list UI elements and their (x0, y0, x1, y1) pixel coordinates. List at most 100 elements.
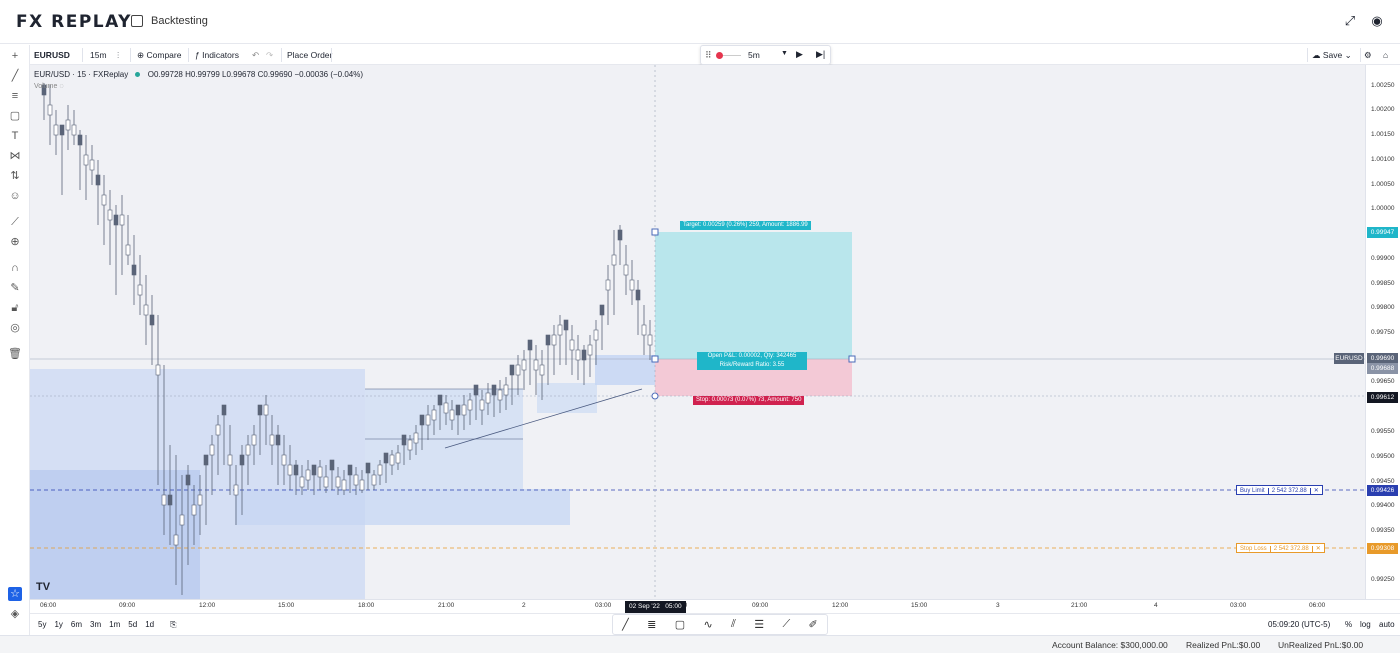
candle-body (197, 494, 203, 506)
entry-handle[interactable] (651, 355, 659, 363)
parallel-channel-icon[interactable]: ⫽ (731, 618, 736, 630)
volume-indicator[interactable]: Volume ◌ (34, 83, 63, 90)
brush-icon[interactable]: ⟋ (782, 618, 791, 630)
range-6m[interactable]: 6m (70, 620, 83, 629)
candle-body (263, 404, 269, 416)
compare-button[interactable]: ⊕ Compare (137, 45, 181, 65)
trendline-icon[interactable]: ╱ (622, 619, 629, 631)
layers-icon[interactable]: ◈ (10, 608, 20, 620)
trash-icon[interactable]: 🗑︎ (8, 348, 22, 360)
time-tick: 4 (1154, 602, 1158, 609)
time-tick: 21:00 (438, 602, 455, 609)
range-1m[interactable]: 1m (109, 620, 121, 629)
place-order-button[interactable]: Place Order (287, 50, 333, 60)
fx-replay-logo[interactable]: FX REPLAY (16, 12, 132, 32)
target-label[interactable]: Target: 0.00259 (0.26%) 259, Amount: 188… (680, 221, 811, 230)
candle-body (413, 432, 419, 444)
trendline-icon[interactable]: ╱ (11, 70, 19, 82)
save-button[interactable]: ☁ Save ⌄ (1312, 45, 1352, 65)
plus-circle-icon: ⊕ (137, 50, 145, 60)
target-zone[interactable] (655, 232, 852, 359)
magnet-icon[interactable]: ∩ (11, 262, 19, 274)
buy-limit-order[interactable]: Buy Limit 2 542 372.88 ✕ (1236, 485, 1323, 495)
interval-selector[interactable]: 15m (90, 50, 107, 60)
path-icon[interactable]: ∿ (703, 619, 713, 631)
range-5d[interactable]: 5d (128, 620, 138, 629)
price-tick: 1.00100 (1371, 156, 1395, 163)
position-icon[interactable]: ⇅ (10, 170, 20, 182)
ruler-icon[interactable]: ⟋ (11, 216, 19, 228)
stop-loss-order[interactable]: Stop Loss 2 542 372.88 ✕ (1236, 543, 1325, 553)
replay-progress-track (723, 55, 741, 56)
clock-label[interactable]: 05:09:20 (UTC-5) (1268, 620, 1331, 629)
star-icon[interactable]: ☆ (8, 587, 22, 601)
drag-handle-icon[interactable]: ⠿ (705, 50, 712, 60)
target-handle[interactable] (651, 228, 659, 236)
price-axis[interactable]: 1.00250 1.00200 1.00150 1.00100 1.00050 1.000… (1334, 65, 1400, 599)
range-5y[interactable]: 5y (38, 620, 47, 629)
chart-pane[interactable]: TV EUR/USD · 15 · FXReplay O0.99728 H0.9… (30, 65, 1365, 599)
close-icon[interactable]: ✕ (1309, 488, 1322, 494)
candle-type-icon[interactable]: ⫶ (117, 50, 120, 60)
replay-speed-select[interactable]: 5m (748, 50, 760, 60)
emoji-icon[interactable]: ☺ (9, 190, 21, 202)
legend-title[interactable]: EUR/USD · 15 · FXReplay (34, 70, 129, 79)
eye-hidden-icon[interactable]: ◌ (59, 83, 64, 90)
text-icon[interactable]: T (11, 130, 19, 142)
fib-icon[interactable]: ≣ (647, 619, 657, 631)
settings-gear-icon[interactable]: ⚙ (1364, 50, 1372, 60)
open-pnl-label[interactable]: Open P&L: 0.00002, Qty: 342465 Risk/Rewa… (697, 352, 807, 370)
camera-icon[interactable]: ⌂ (1383, 50, 1389, 60)
unrealized-pnl: UnRealized PnL:$0.00 (1278, 640, 1364, 650)
zone-lower[interactable] (235, 489, 570, 525)
account-icon[interactable]: ◉ (1371, 13, 1383, 28)
log-toggle[interactable]: log (1360, 620, 1371, 629)
percent-toggle[interactable]: % (1345, 620, 1353, 629)
price-chart[interactable]: TV (30, 65, 1365, 599)
step-forward-icon[interactable]: ▶| (816, 49, 826, 59)
zone-small[interactable] (537, 383, 597, 413)
chevron-down-icon[interactable]: ▼ (781, 50, 788, 57)
bottom-toolbar: 5y 1y 6m 3m 1m 5d 1d ⎘ ╱ ≣ ▢ ∿ ⫽ ☰ ⟋ ✐ 0… (30, 613, 1400, 635)
price-tick: 1.00000 (1371, 205, 1395, 212)
eye-icon[interactable]: ◎ (10, 322, 20, 334)
fib-extension-icon[interactable]: ☰ (754, 619, 765, 631)
range-1y[interactable]: 1y (54, 620, 63, 629)
play-icon[interactable]: ▶ (796, 49, 803, 59)
close-icon[interactable]: ✕ (1311, 546, 1324, 552)
replay-position-dot[interactable] (716, 52, 723, 59)
symbol-search[interactable]: EURUSD (34, 50, 70, 60)
time-axis[interactable]: 06:0009:0012:0015:0018:0021:00203:000009… (30, 599, 1400, 613)
range-1d[interactable]: 1d (145, 620, 155, 629)
trendline[interactable] (444, 388, 643, 449)
width-handle[interactable] (848, 355, 856, 363)
undo-icon[interactable]: ↶ (252, 50, 260, 60)
fib-icon[interactable]: ≡ (11, 90, 19, 102)
indicators-button[interactable]: ƒ Indicators (195, 45, 239, 65)
lock-icon[interactable]: 🔓︎ (11, 302, 19, 314)
date-range-icon[interactable]: ⎘ (170, 620, 177, 629)
cloud-icon: ☁ (1312, 50, 1321, 60)
candle-body (257, 404, 263, 416)
fullscreen-icon[interactable]: ⤢ (1344, 13, 1356, 28)
zoom-icon[interactable]: ⊕ (10, 236, 20, 248)
range-3m[interactable]: 3m (90, 620, 102, 629)
tradingview-logo[interactable]: TV (36, 581, 51, 593)
stop-handle[interactable] (651, 392, 659, 400)
pattern-icon[interactable]: ⋈ (9, 150, 21, 162)
stop-label[interactable]: Stop: 0.00073 (0.07%) 73, Amount: 750 (693, 396, 805, 405)
backtesting-nav[interactable]: Backtesting (131, 15, 208, 27)
redo-icon[interactable]: ↷ (266, 50, 274, 60)
candle-body (341, 479, 347, 491)
rectangle-icon[interactable]: ▢ (9, 110, 21, 122)
pencil-lock-icon[interactable]: ✎ (10, 282, 20, 294)
price-tick: 0.99900 (1371, 255, 1395, 262)
rectangle-icon[interactable]: ▢ (674, 619, 686, 631)
crosshair-icon[interactable]: + (11, 50, 19, 62)
demand-zone-inner[interactable] (30, 470, 200, 599)
auto-toggle[interactable]: auto (1379, 620, 1395, 629)
range-selector: 5y 1y 6m 3m 1m 5d 1d ⎘ (38, 620, 177, 630)
highlighter-icon[interactable]: ✐ (808, 619, 818, 631)
candle-body (41, 84, 47, 96)
candle-body (305, 469, 311, 481)
